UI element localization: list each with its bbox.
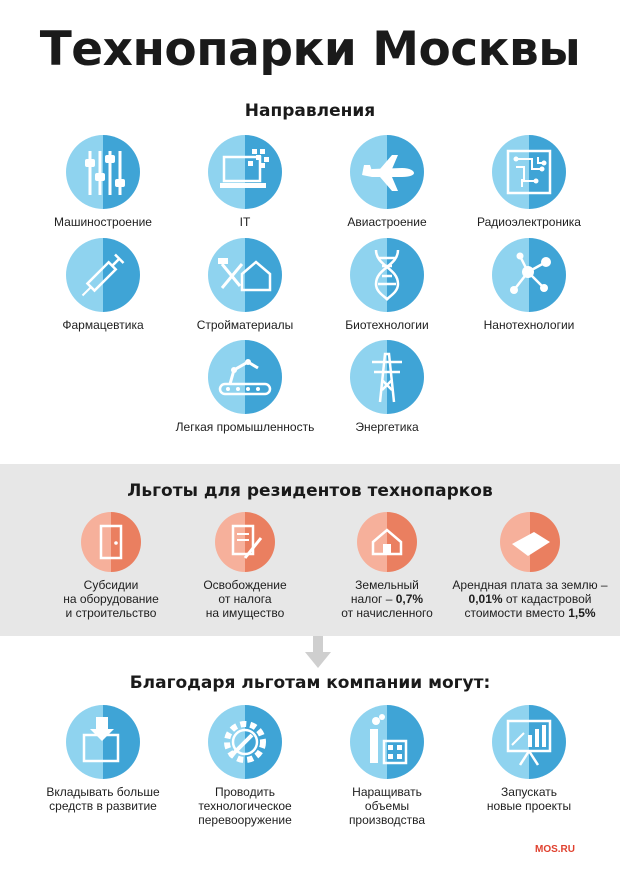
benefit-line: налог – xyxy=(350,592,396,606)
land-plot-icon xyxy=(500,512,560,572)
robot-arm-conveyor-icon xyxy=(208,340,282,414)
benefit-line: Арендная плата за землю – xyxy=(452,578,608,592)
direction-label: Нанотехнологии xyxy=(483,318,575,332)
outcomes-heading: Благодаря льготам компании могут: xyxy=(129,673,491,693)
tools-house-icon xyxy=(208,238,282,312)
direction-label: IT xyxy=(239,215,251,229)
direction-light-industry: Легкая промышленность xyxy=(170,340,320,434)
sliders-icon xyxy=(66,135,140,209)
direction-mechanical: Машиностроение xyxy=(28,135,178,229)
direction-label: Машиностроение xyxy=(54,215,152,229)
outcome-retool: Проводить технологическое перевооружение xyxy=(170,705,320,827)
down-arrow-icon xyxy=(305,636,331,668)
outcome-invest: Вкладывать больше средств в развитие xyxy=(28,705,178,813)
benefit-value: 0,01% xyxy=(468,592,503,606)
direction-label: Биотехнологии xyxy=(345,318,429,332)
direction-pharma: Фармацевтика xyxy=(28,238,178,332)
direction-energy: Энергетика xyxy=(312,340,462,434)
gear-wrench-icon xyxy=(208,705,282,779)
factory-icon xyxy=(350,705,424,779)
benefit-line: на имущество xyxy=(205,606,285,620)
outcome-line: новые проекты xyxy=(486,799,572,813)
benefit-line: от налога xyxy=(218,592,272,606)
direction-label: Энергетика xyxy=(355,420,419,434)
house-land-icon xyxy=(357,512,417,572)
outcome-line: Проводить xyxy=(214,785,276,799)
airplane-icon xyxy=(350,135,424,209)
outcome-line: производства xyxy=(348,813,426,827)
direction-label: Радиоэлектроника xyxy=(477,215,581,229)
direction-label: Фармацевтика xyxy=(62,318,144,332)
benefit-tax-exemption: Освобождение от налога на имущество xyxy=(170,512,320,620)
outcome-grow-production: Наращивать объемы производства xyxy=(312,705,462,827)
molecule-icon xyxy=(492,238,566,312)
outcome-line: Запускать xyxy=(501,785,557,799)
benefits-heading: Льготы для резидентов технопарков xyxy=(127,481,493,501)
benefit-line: от кадастровой xyxy=(502,592,592,606)
direction-aviation: Авиастроение xyxy=(312,135,462,229)
outcome-line: объемы xyxy=(364,799,410,813)
page-title: Технопарки Москвы xyxy=(39,22,581,77)
benefit-value: 1,5% xyxy=(568,606,596,620)
direction-nano: Нанотехнологии xyxy=(454,238,604,332)
benefit-line: на оборудование xyxy=(63,592,159,606)
direction-label: Авиастроение xyxy=(347,215,427,229)
benefit-subsidies: Субсидии на оборудование и строительство xyxy=(36,512,186,620)
outcome-new-projects: Запускать новые проекты xyxy=(454,705,604,813)
document-pen-icon xyxy=(215,512,275,572)
benefit-value: 0,7% xyxy=(395,592,424,606)
direction-building: Стройматериалы xyxy=(170,238,320,332)
laptop-icon xyxy=(208,135,282,209)
dna-icon xyxy=(350,238,424,312)
outcome-line: Вкладывать больше xyxy=(46,785,160,799)
benefit-line: Освобождение xyxy=(203,578,287,592)
syringe-icon xyxy=(66,238,140,312)
benefit-land-rent: Арендная плата за землю – 0,01% от кадас… xyxy=(446,512,614,620)
outcome-line: технологическое xyxy=(198,799,292,813)
direction-label: Легкая промышленность xyxy=(175,420,315,434)
outcome-line: средств в развитие xyxy=(49,799,157,813)
mosru-logo: MOS.RU xyxy=(535,844,575,855)
direction-radio: Радиоэлектроника xyxy=(454,135,604,229)
directions-heading: Направления xyxy=(244,101,376,121)
benefit-line: стоимости вместо xyxy=(464,606,569,620)
direction-it: IT xyxy=(170,135,320,229)
direction-bio: Биотехнологии xyxy=(312,238,462,332)
benefit-line: от начисленного xyxy=(341,606,433,620)
door-icon xyxy=(81,512,141,572)
benefit-line: и строительство xyxy=(65,606,157,620)
benefit-line: Субсидии xyxy=(83,578,139,592)
power-tower-icon xyxy=(350,340,424,414)
invest-box-icon xyxy=(66,705,140,779)
outcome-line: Наращивать xyxy=(352,785,422,799)
circuit-board-icon xyxy=(492,135,566,209)
outcome-line: перевооружение xyxy=(198,813,292,827)
direction-label: Стройматериалы xyxy=(196,318,294,332)
presentation-board-icon xyxy=(492,705,566,779)
benefit-line: Земельный xyxy=(355,578,419,592)
benefit-land-tax: Земельный налог – 0,7% от начисленного xyxy=(312,512,462,620)
